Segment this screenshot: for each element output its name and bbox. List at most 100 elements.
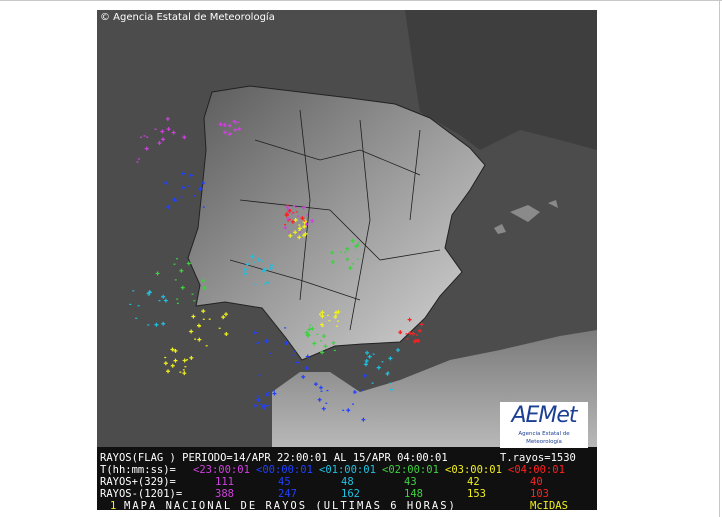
logo: AEMet Agencia Estatal de Meteorología — [500, 402, 588, 448]
interval-time: <04:00:01 — [508, 464, 565, 476]
strike — [345, 246, 350, 251]
negative-label: RAYOS-(1201)= — [100, 488, 183, 500]
strike — [310, 218, 315, 223]
negative-count: 153 — [467, 488, 486, 500]
strike — [181, 185, 186, 190]
strike — [250, 254, 255, 259]
strike — [395, 348, 400, 353]
strike — [288, 233, 293, 238]
strike — [170, 347, 175, 352]
strike — [154, 322, 159, 327]
strike — [182, 371, 187, 376]
strike — [283, 225, 288, 230]
strike — [364, 359, 369, 364]
positive-count: 42 — [467, 476, 480, 488]
strike — [224, 312, 229, 317]
strike — [253, 403, 258, 408]
strike — [312, 341, 317, 346]
negative-count: 162 — [341, 488, 360, 500]
strike — [237, 126, 242, 131]
strike — [323, 344, 328, 349]
strike — [320, 350, 325, 355]
strike — [227, 132, 232, 137]
strike — [166, 369, 171, 374]
strike — [412, 339, 417, 344]
strike — [318, 385, 323, 390]
info-panel — [97, 447, 597, 510]
copyright: © Agencia Estatal de Meteorología — [100, 12, 275, 23]
strike — [304, 222, 309, 227]
strike — [218, 122, 223, 127]
footer-source: McIDAS — [530, 500, 568, 512]
footer-number: 1 — [110, 500, 117, 512]
strike — [304, 366, 309, 371]
strike — [182, 358, 187, 363]
strike — [155, 271, 160, 276]
strike — [321, 406, 326, 411]
strike — [304, 330, 309, 335]
strike — [305, 354, 310, 359]
strike — [170, 363, 175, 368]
strike — [268, 266, 273, 271]
strike — [173, 348, 178, 353]
negative-count: 103 — [530, 488, 549, 500]
strike — [189, 173, 194, 178]
strike — [171, 130, 176, 135]
total: T.rayos=1530 — [500, 452, 576, 464]
interval-time: <02:00:01 — [382, 464, 439, 476]
strike — [306, 332, 311, 337]
strike — [295, 360, 300, 365]
strike — [300, 216, 305, 221]
strike — [196, 323, 201, 328]
strike — [160, 129, 165, 134]
strike — [355, 243, 360, 248]
strike — [161, 137, 166, 142]
strike — [189, 355, 194, 360]
strike — [367, 354, 372, 359]
strike — [262, 267, 267, 272]
strike — [336, 309, 341, 314]
strike — [163, 180, 168, 185]
frame-line — [0, 0, 722, 1]
strike — [265, 280, 270, 285]
period: RAYOS(FLAG ) PERIODO=14/APR 22:00:01 AL … — [100, 452, 448, 464]
strike — [189, 329, 194, 334]
strike — [166, 127, 171, 132]
strike — [181, 171, 186, 176]
strike — [362, 373, 367, 378]
strike — [186, 261, 191, 266]
positive-count: 45 — [278, 476, 291, 488]
strike — [265, 393, 270, 398]
strike — [243, 271, 248, 276]
lightning-map — [97, 10, 597, 510]
strike — [284, 213, 289, 218]
strike — [223, 130, 228, 135]
strike — [144, 146, 149, 151]
strike — [333, 310, 338, 315]
strike — [310, 326, 315, 331]
interval-time: <01:00:01 — [319, 464, 376, 476]
logo-name: AEMet — [511, 403, 577, 428]
strike — [317, 397, 322, 402]
strike — [293, 230, 298, 235]
strike — [261, 404, 266, 409]
strike — [297, 235, 302, 240]
strike — [182, 135, 187, 140]
strike — [233, 127, 238, 132]
positive-count: 40 — [530, 476, 543, 488]
strike — [221, 315, 226, 320]
strike — [197, 337, 202, 342]
strike — [222, 122, 227, 127]
strike — [321, 334, 326, 339]
strike — [293, 218, 298, 223]
strike — [389, 387, 394, 392]
frame-line — [719, 0, 720, 517]
strike — [180, 285, 185, 290]
strike — [302, 233, 307, 238]
strike — [417, 328, 422, 333]
strike — [320, 314, 325, 319]
strike — [350, 238, 355, 243]
strike — [284, 341, 289, 346]
strike — [256, 257, 261, 262]
balearic-islands — [494, 200, 558, 234]
